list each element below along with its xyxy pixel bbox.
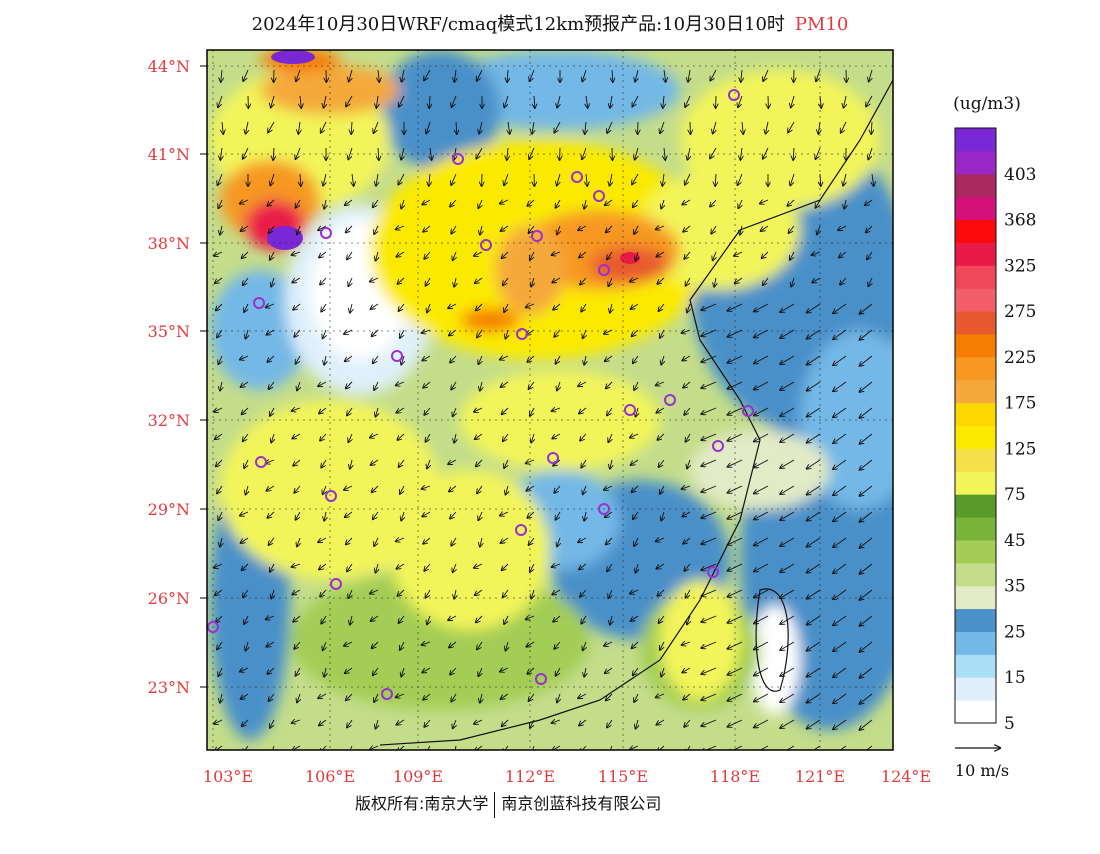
legend-label: 325 — [1004, 256, 1036, 276]
lat-tick-label: 26°N — [148, 589, 190, 608]
lon-tick-label: 112°E — [505, 767, 555, 786]
legend-swatch — [955, 586, 996, 609]
legend-swatch — [955, 334, 996, 357]
legend-swatch — [955, 517, 996, 540]
legend-label: 75 — [1004, 485, 1026, 505]
legend-swatch — [955, 700, 996, 723]
concentration-field — [207, 48, 920, 756]
legend-label: 15 — [1004, 668, 1026, 688]
legend-swatch — [955, 242, 996, 265]
legend-swatch — [955, 448, 996, 471]
legend-swatch — [955, 151, 996, 174]
legend-label: 45 — [1004, 531, 1026, 551]
lon-tick-label: 124°E — [881, 767, 931, 786]
legend-swatch — [955, 494, 996, 517]
legend-swatch — [955, 197, 996, 220]
lat-tick-label: 38°N — [148, 234, 190, 253]
legend-swatch — [955, 220, 996, 243]
legend-unit: (ug/m3) — [953, 94, 1021, 114]
legend-swatch — [955, 357, 996, 380]
lat-tick-label: 29°N — [148, 500, 190, 519]
lon-tick-label: 118°E — [710, 767, 760, 786]
lat-tick-label: 41°N — [148, 145, 190, 164]
lat-tick-label: 32°N — [148, 411, 190, 430]
legend-swatch — [955, 380, 996, 403]
lat-tick-label: 35°N — [148, 322, 190, 341]
lat-tick-label: 23°N — [148, 678, 190, 697]
lat-tick-label: 44°N — [148, 57, 190, 76]
legend-swatch — [955, 540, 996, 563]
copyright-footer: 版权所有:南京大学南京创蓝科技有限公司 — [355, 790, 661, 818]
footer-right: 南京创蓝科技有限公司 — [501, 794, 661, 813]
legend-swatch — [955, 265, 996, 288]
footer-separator — [494, 792, 495, 818]
wind-scale: 10 m/s — [955, 748, 1009, 780]
lon-tick-label: 115°E — [598, 767, 648, 786]
legend-swatch — [955, 311, 996, 334]
footer-left: 版权所有:南京大学 — [355, 794, 488, 813]
legend-label: 125 — [1004, 439, 1036, 459]
legend-label: 25 — [1004, 622, 1026, 642]
lon-tick-label: 103°E — [203, 767, 253, 786]
legend-label: 175 — [1004, 394, 1036, 414]
legend-label: 35 — [1004, 577, 1026, 597]
legend-swatch — [955, 128, 996, 151]
legend-label: 225 — [1004, 348, 1036, 368]
legend-label: 5 — [1004, 714, 1015, 734]
legend-swatch — [955, 654, 996, 677]
legend-label: 275 — [1004, 302, 1036, 322]
legend-label: 403 — [1004, 165, 1036, 185]
legend-swatch — [955, 471, 996, 494]
legend-swatch — [955, 288, 996, 311]
legend-swatch — [955, 563, 996, 586]
legend-swatch — [955, 426, 996, 449]
latitude-tick-labels: 44°N 41°N 38°N 35°N 32°N 29°N 26°N 23°N — [148, 57, 207, 697]
lon-tick-label: 106°E — [305, 767, 355, 786]
lon-tick-label: 109°E — [393, 767, 443, 786]
wind-scale-label: 10 m/s — [955, 761, 1009, 780]
legend-swatch — [955, 174, 996, 197]
legend-swatch — [955, 677, 996, 700]
legend-swatch — [955, 403, 996, 426]
legend-swatch — [955, 631, 996, 654]
longitude-tick-labels: 103°E 106°E 109°E 112°E 115°E 118°E 121°E 124°E — [203, 767, 931, 786]
color-legend: 5 15 25 35 45 75 125 175 225 275 325 368 403 — [955, 128, 1036, 734]
lon-tick-label: 121°E — [795, 767, 845, 786]
legend-swatch — [955, 609, 996, 632]
legend-label: 368 — [1004, 211, 1036, 231]
